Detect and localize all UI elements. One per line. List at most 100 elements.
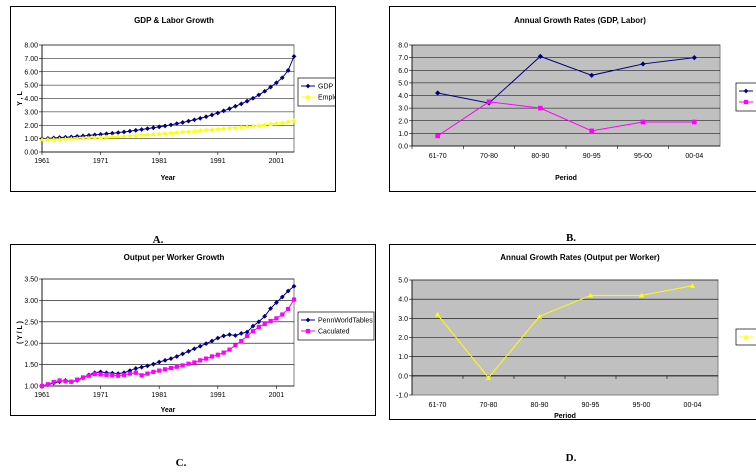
y-tick-label: 6.00 xyxy=(24,69,38,76)
data-point-c-1 xyxy=(151,369,156,374)
data-point-c-1 xyxy=(57,378,62,383)
y-tick-label: 7.0 xyxy=(398,55,408,62)
data-point-c-1 xyxy=(256,324,261,330)
data-point-a-1 xyxy=(244,123,250,129)
data-point-c-0 xyxy=(274,300,279,305)
data-point-c-0 xyxy=(268,306,273,311)
data-point-c-0 xyxy=(262,313,268,319)
x-tick-label: 90-95 xyxy=(582,402,600,409)
legend-swatch-marker xyxy=(743,99,749,105)
series-line-b-1 xyxy=(437,101,695,137)
data-point-a-0 xyxy=(98,131,104,137)
data-point-d-0 xyxy=(689,283,696,288)
data-point-c-0 xyxy=(98,369,104,375)
data-point-a-1 xyxy=(121,133,127,138)
data-point-c-0 xyxy=(133,366,139,371)
data-point-a-1 xyxy=(186,128,191,134)
data-point-c-1 xyxy=(63,379,68,384)
data-point-a-1 xyxy=(63,136,68,141)
data-point-a-1 xyxy=(156,131,162,136)
data-point-a-0 xyxy=(209,112,215,118)
chart-b-svg: Annual Growth Rates (GDP, Labor) 0.0 1.0 2.… xyxy=(398,16,756,182)
data-point-c-1 xyxy=(45,382,50,387)
data-point-a-1 xyxy=(109,134,115,139)
data-point-a-1 xyxy=(39,136,45,142)
data-point-a-1 xyxy=(127,133,133,138)
data-point-a-1 xyxy=(74,135,80,141)
data-point-c-1 xyxy=(139,373,144,378)
legend-label: GDP xyxy=(318,84,334,91)
data-point-c-0 xyxy=(197,343,203,349)
data-point-c-0 xyxy=(180,351,186,357)
data-point-a-0 xyxy=(121,129,127,135)
data-point-b-1 xyxy=(538,105,543,111)
data-point-c-1 xyxy=(174,364,179,369)
y-tick-label: 3.0 xyxy=(398,106,408,113)
data-point-a-0 xyxy=(115,130,121,136)
data-point-c-0 xyxy=(162,357,168,363)
y-tick-label: 1.00 xyxy=(24,384,38,391)
data-point-c-0 xyxy=(227,332,232,338)
x-tick-label: 61-70 xyxy=(429,153,447,160)
data-point-c-1 xyxy=(157,368,162,373)
data-point-a-0 xyxy=(162,123,168,129)
chart-title: Output per Worker Growth xyxy=(124,253,225,262)
chart-title: Annual Growth Rates (Output per Worker) xyxy=(500,253,660,262)
data-point-a-0 xyxy=(203,114,209,120)
x-tick-label: 1961 xyxy=(34,158,50,165)
data-point-a-1 xyxy=(98,134,104,140)
y-tick-label: 5.00 xyxy=(24,83,38,90)
data-point-a-1 xyxy=(238,124,244,129)
data-point-b-1 xyxy=(435,133,440,139)
data-point-a-1 xyxy=(279,120,285,125)
x-tick-label: 00-04 xyxy=(684,402,702,409)
x-tick-label: 80-90 xyxy=(531,402,549,409)
data-point-a-1 xyxy=(197,127,203,133)
data-point-a-1 xyxy=(150,131,156,136)
legend-swatch-marker xyxy=(305,328,311,334)
y-tick-label: -1.0 xyxy=(396,393,408,400)
data-point-a-0 xyxy=(244,98,250,104)
data-point-a-1 xyxy=(139,132,145,137)
data-point-c-1 xyxy=(274,316,279,321)
data-point-a-1 xyxy=(268,121,273,126)
chart-a: GDP & Labor Growth 0.00 1.00 2.00 3.00 4.00 5.… xyxy=(10,6,336,192)
data-point-a-1 xyxy=(250,123,256,128)
y-tick-label: 7.00 xyxy=(24,56,38,63)
legend-swatch-marker xyxy=(305,94,311,99)
data-point-a-1 xyxy=(45,136,51,142)
x-tick-label: 80-90 xyxy=(531,153,549,160)
x-axis-title: Year xyxy=(161,407,176,414)
data-point-c-0 xyxy=(168,356,174,362)
data-point-a-1 xyxy=(274,120,279,126)
x-tick-label: 70-80 xyxy=(480,153,498,160)
data-point-c-1 xyxy=(75,377,80,382)
x-tick-label: 00-04 xyxy=(685,153,703,160)
data-point-c-1 xyxy=(145,371,150,376)
data-point-c-0 xyxy=(139,364,145,370)
data-point-a-0 xyxy=(197,115,203,121)
legend-box xyxy=(297,311,375,341)
data-point-c-0 xyxy=(285,288,291,294)
data-point-a-0 xyxy=(92,132,98,138)
legend-swatch-marker xyxy=(743,334,749,339)
data-point-b-1 xyxy=(589,128,594,134)
y-tick-label: 2.00 xyxy=(24,123,38,130)
y-axis-title: ( Y / L ) xyxy=(17,321,24,344)
y-tick-label: 4.00 xyxy=(24,96,38,103)
data-point-c-1 xyxy=(86,373,91,378)
data-point-c-0 xyxy=(174,354,180,359)
data-point-a-1 xyxy=(115,133,121,139)
data-point-c-1 xyxy=(198,358,203,363)
data-point-c-0 xyxy=(186,348,191,354)
data-point-b-0 xyxy=(640,61,646,67)
data-point-a-0 xyxy=(262,88,268,94)
x-tick-label: 1991 xyxy=(210,158,226,165)
x-tick-label: 95-00 xyxy=(633,402,651,409)
data-point-c-0 xyxy=(250,323,256,329)
chart-d: Annual Growth Rates (Output per Worker) -… xyxy=(389,244,756,420)
data-point-c-1 xyxy=(268,318,273,324)
data-point-a-0 xyxy=(274,80,279,86)
y-tick-label: 5.0 xyxy=(398,80,408,87)
data-point-c-1 xyxy=(280,312,285,317)
